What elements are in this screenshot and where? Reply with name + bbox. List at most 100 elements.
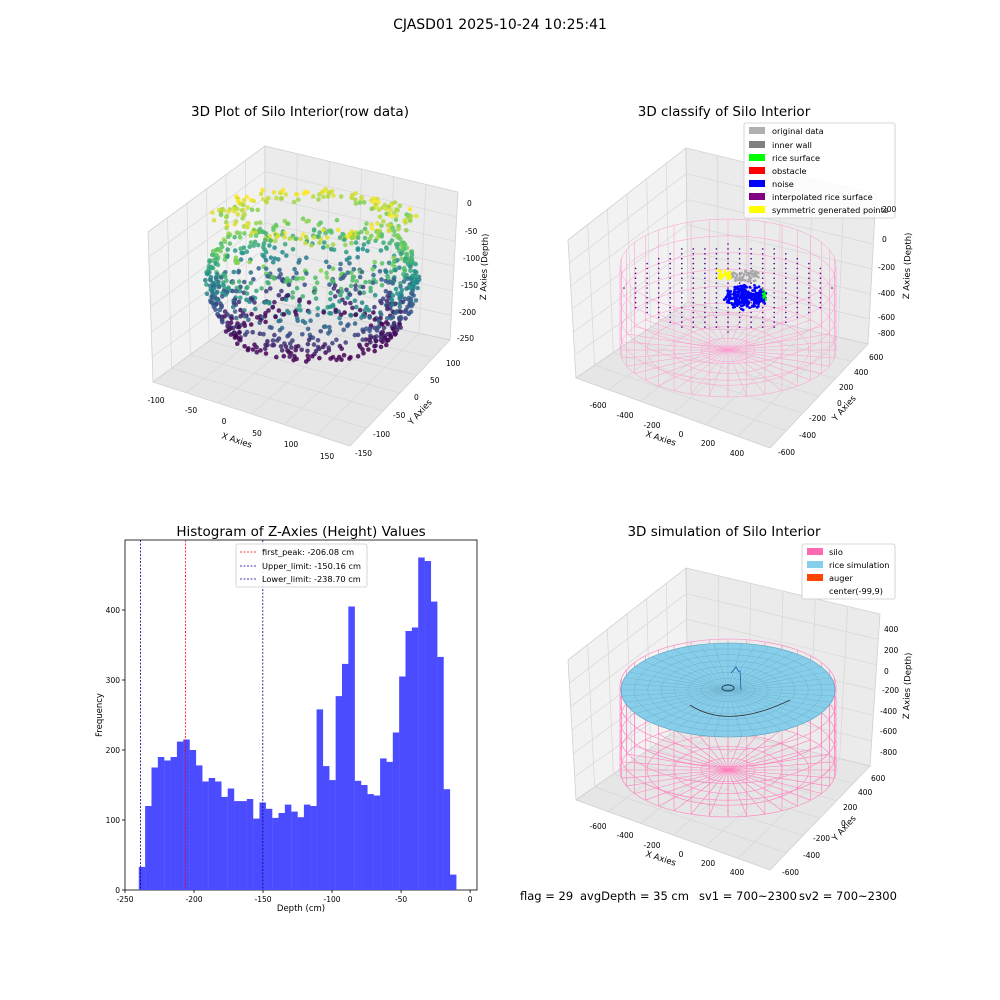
interpolated-point bbox=[692, 282, 695, 284]
noise-point bbox=[745, 298, 749, 302]
data-point bbox=[369, 222, 374, 228]
data-point bbox=[274, 195, 279, 201]
noise-point bbox=[756, 305, 760, 308]
symmetric-point bbox=[720, 270, 723, 273]
data-point bbox=[383, 206, 389, 212]
interpolated-point bbox=[808, 267, 810, 270]
data-point bbox=[233, 315, 239, 321]
data-point bbox=[298, 308, 303, 313]
panel1-yticks: -150 -100 -50 0 50 100 bbox=[355, 359, 461, 458]
p1-ytick: 100 bbox=[446, 359, 461, 368]
figure-suptitle: CJASD01 2025-10-24 10:25:41 bbox=[393, 17, 607, 33]
data-point bbox=[383, 288, 389, 294]
data-point bbox=[357, 291, 363, 296]
data-point bbox=[389, 302, 395, 308]
p4-ztick: -400 bbox=[880, 707, 897, 716]
legend-label-interpolated: interpolated rice surface bbox=[772, 192, 873, 202]
noise-point bbox=[763, 302, 767, 305]
interpolated-point bbox=[796, 292, 799, 294]
interpolated-point bbox=[808, 262, 810, 265]
interpolated-point bbox=[796, 282, 799, 284]
data-point bbox=[397, 265, 402, 271]
data-point bbox=[369, 226, 375, 231]
data-point bbox=[243, 332, 248, 338]
symmetric-point bbox=[723, 273, 726, 276]
data-point bbox=[220, 294, 225, 299]
interpolated-point bbox=[704, 311, 706, 314]
data-point bbox=[359, 315, 364, 320]
data-point bbox=[286, 310, 292, 316]
noise-point bbox=[757, 302, 760, 306]
interpolated-point bbox=[657, 257, 660, 260]
interpolated-point bbox=[808, 311, 810, 314]
noise-point bbox=[732, 303, 735, 306]
data-point bbox=[242, 344, 247, 349]
hist-xtick-label: -50 bbox=[395, 895, 407, 904]
interpolated-point bbox=[681, 253, 683, 255]
interpolated-point bbox=[669, 282, 671, 284]
interpolated-point bbox=[692, 257, 695, 260]
data-point bbox=[403, 316, 408, 321]
panel1-title: 3D Plot of Silo Interior(row data) bbox=[191, 104, 409, 120]
data-point bbox=[360, 347, 365, 352]
interpolated-point bbox=[750, 262, 752, 265]
data-point bbox=[378, 248, 384, 253]
data-point bbox=[282, 241, 288, 247]
data-point bbox=[402, 309, 408, 315]
p4-xtick: -200 bbox=[643, 841, 660, 850]
legend-label-rice-simulation: rice simulation bbox=[829, 560, 889, 570]
data-point bbox=[352, 298, 358, 304]
data-point bbox=[232, 208, 237, 214]
interpolated-point bbox=[634, 306, 637, 309]
interpolated-point bbox=[715, 297, 718, 299]
data-point bbox=[354, 279, 360, 284]
interpolated-point bbox=[773, 272, 775, 275]
data-point bbox=[331, 286, 337, 291]
interpolated-point bbox=[692, 316, 695, 319]
data-point bbox=[320, 344, 326, 350]
data-point bbox=[384, 342, 389, 348]
data-point bbox=[299, 347, 305, 353]
data-point bbox=[228, 332, 234, 337]
p4-xtick: 0 bbox=[679, 850, 684, 859]
panel-simulation: 3D simulation of Silo Interior silo rice… bbox=[567, 524, 914, 877]
original-point bbox=[735, 275, 738, 279]
hist-bar bbox=[449, 874, 457, 890]
hist-bar bbox=[424, 561, 432, 890]
hist-bar bbox=[145, 806, 152, 890]
data-point bbox=[334, 337, 339, 343]
interpolated-point bbox=[669, 262, 671, 265]
interpolated-point bbox=[808, 301, 810, 304]
data-point bbox=[372, 317, 378, 322]
data-point bbox=[234, 288, 239, 294]
data-point bbox=[335, 289, 341, 294]
data-point bbox=[218, 248, 223, 254]
data-point bbox=[278, 190, 283, 196]
data-point bbox=[264, 199, 269, 205]
hist-bar bbox=[157, 757, 165, 890]
interpolated-point bbox=[704, 267, 706, 270]
interpolated-point bbox=[750, 257, 752, 260]
hist-bar bbox=[354, 780, 362, 890]
interpolated-point bbox=[704, 326, 706, 328]
p2-xtick: 400 bbox=[730, 449, 745, 458]
interpolated-point bbox=[738, 326, 741, 328]
interpolated-point bbox=[773, 248, 775, 250]
interpolated-point bbox=[692, 262, 695, 265]
data-point bbox=[234, 285, 239, 291]
interpolated-point bbox=[704, 316, 706, 319]
rice-mesh-spoke bbox=[629, 671, 729, 691]
data-point bbox=[374, 196, 380, 202]
noise-point bbox=[740, 285, 743, 289]
data-point bbox=[294, 285, 300, 291]
data-point bbox=[364, 221, 369, 226]
p4-ytick: 400 bbox=[858, 788, 873, 797]
interpolated-point bbox=[657, 292, 660, 294]
data-point bbox=[222, 239, 228, 244]
interpolated-point bbox=[669, 292, 671, 294]
p2-ytick: 0 bbox=[837, 399, 842, 408]
data-point bbox=[267, 243, 272, 248]
data-point bbox=[289, 345, 294, 350]
data-point bbox=[399, 256, 404, 261]
interpolated-point bbox=[646, 287, 648, 289]
